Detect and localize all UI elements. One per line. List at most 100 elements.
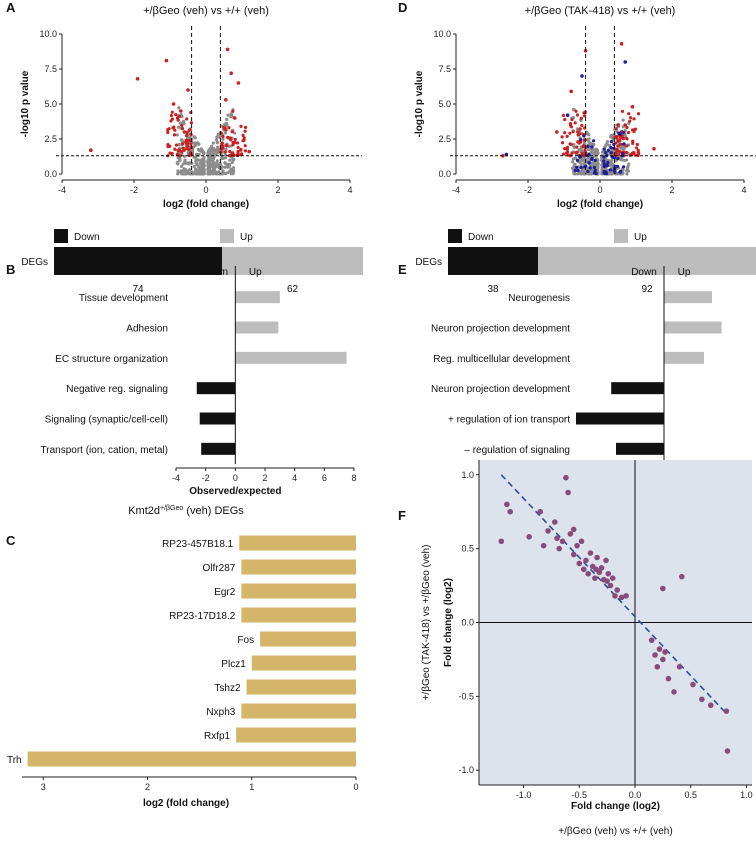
sig-point [89, 148, 93, 152]
ns-point [586, 147, 591, 152]
sig-point [172, 133, 177, 137]
scatter-point [526, 534, 532, 540]
fc-bar [241, 559, 356, 575]
gene-label: Plcz1 [221, 659, 246, 670]
sig-point [166, 128, 170, 132]
sig-point [571, 130, 575, 134]
ns-point [208, 162, 212, 166]
tak-point [606, 160, 610, 165]
ns-point [184, 169, 189, 173]
ns-point [572, 142, 576, 147]
scatter-point [545, 528, 551, 534]
tak-point [592, 165, 597, 170]
tak-point [593, 168, 597, 173]
sig-point [555, 130, 559, 134]
sig-point [243, 129, 247, 133]
go-term-label: Tissue development [79, 293, 168, 304]
x-tick-label: 4 [741, 185, 746, 195]
scatter-point [593, 566, 599, 573]
sig-point [616, 123, 620, 127]
tak-point [602, 147, 606, 151]
scatter-point [565, 489, 571, 496]
y-tick-label: 2.5 [44, 134, 57, 144]
ns-point [231, 166, 236, 170]
ns-point [609, 158, 614, 163]
y-tick-label: 10.0 [433, 29, 451, 39]
ns-point [202, 162, 206, 167]
ns-point [198, 168, 202, 172]
deg-count-down: 74 [133, 284, 145, 295]
ns-point [210, 164, 214, 168]
sig-point [625, 136, 629, 141]
ns-point [209, 149, 213, 153]
sig-point [620, 109, 625, 113]
panel-letter: F [398, 508, 406, 523]
tak-point [602, 159, 606, 163]
y-axis-label: -log10 p value [20, 70, 31, 137]
sig-point [242, 136, 246, 140]
tak-point [622, 142, 626, 146]
sig-point [173, 128, 177, 132]
ns-point [182, 167, 186, 171]
go-bar [235, 291, 280, 304]
ns-point [182, 121, 186, 126]
sig-point [174, 112, 178, 117]
go-bar [196, 382, 236, 395]
tak-point [621, 152, 625, 156]
sig-point [575, 145, 579, 149]
sig-point [182, 148, 186, 152]
ns-point [223, 171, 227, 175]
ns-point [223, 165, 227, 169]
sig-point [225, 47, 230, 52]
x-tick-label: 8 [351, 473, 356, 483]
deg-label: DEGs [21, 257, 48, 268]
ns-point [594, 161, 599, 165]
sig-point [228, 149, 232, 154]
ns-point [192, 155, 196, 159]
ns-point [181, 162, 185, 166]
ns-point [188, 172, 192, 176]
sig-point [581, 144, 586, 148]
sig-point [568, 121, 573, 126]
sig-point [236, 81, 241, 85]
ns-point [221, 137, 225, 141]
sig-point [187, 147, 191, 152]
gene-label: RP23-457B18.1 [162, 539, 234, 550]
ns-point [589, 141, 593, 145]
tak-point [587, 152, 591, 157]
ns-point [571, 160, 575, 164]
scatter-point [554, 535, 560, 542]
go-bar [664, 321, 722, 334]
x-tick-label: 0 [203, 185, 208, 195]
sig-point [188, 138, 192, 143]
ns-point [589, 170, 593, 174]
y-tick-label: 0.5 [461, 544, 474, 554]
scatter-point [551, 519, 558, 525]
scatter-point [540, 542, 547, 549]
ns-point [228, 158, 232, 162]
deg-bar-up [222, 247, 363, 275]
ns-point [578, 170, 583, 174]
go-bar [235, 351, 347, 364]
tak-point [609, 145, 613, 150]
ns-point [610, 162, 614, 166]
scatter-point [605, 570, 612, 577]
sig-point [227, 126, 231, 130]
scatter-point [662, 649, 668, 655]
sig-point [225, 144, 229, 148]
ns-point [200, 148, 204, 152]
x-tick-label: 0.5 [684, 790, 697, 800]
sig-point [621, 136, 625, 140]
sig-point [563, 146, 567, 151]
go-term-label: Neuron projection development [431, 324, 570, 335]
tak-point [602, 170, 606, 174]
sig-point [224, 98, 228, 102]
gene-label: Nxph3 [206, 707, 235, 718]
sig-point [628, 119, 632, 123]
ns-point [232, 131, 237, 135]
fit-line [500, 474, 725, 712]
ns-point [604, 144, 608, 148]
ns-point [601, 150, 605, 154]
scatter-point [507, 508, 513, 515]
tak-point [565, 113, 570, 117]
